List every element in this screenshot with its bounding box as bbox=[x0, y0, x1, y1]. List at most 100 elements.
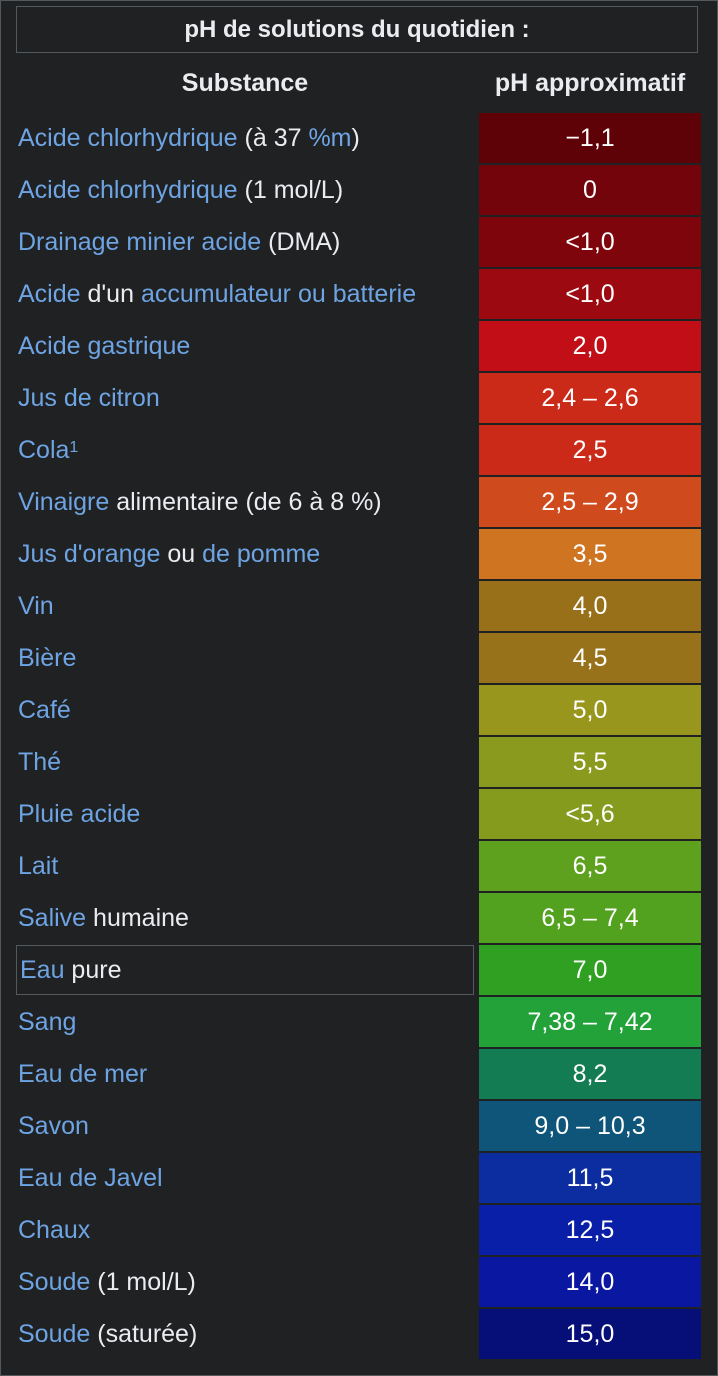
substance-cell: Acide chlorhydrique (à 37 %m) bbox=[16, 113, 474, 163]
substance-cell: Soude (saturée) bbox=[16, 1309, 474, 1359]
ph-value-cell: 2,0 bbox=[479, 321, 701, 371]
ph-value-cell: 5,0 bbox=[479, 685, 701, 735]
substance-link[interactable]: Sang bbox=[18, 1007, 77, 1036]
substance-link[interactable]: Salive bbox=[18, 903, 87, 932]
substance-link[interactable]: Acide gastrique bbox=[18, 331, 191, 360]
substance-text: (saturée) bbox=[90, 1319, 198, 1348]
substance-cell: Pluie acide bbox=[16, 789, 474, 839]
table-row: Eau pure 7,0 bbox=[1, 944, 718, 996]
table-row: Soude (saturée) 15,0 bbox=[1, 1308, 718, 1360]
table-row: Bière 4,5 bbox=[1, 632, 718, 684]
substance-cell: Acide d'un accumulateur ou batterie bbox=[16, 269, 474, 319]
substance-link[interactable]: Eau de Javel bbox=[18, 1163, 163, 1192]
table-row: Lait 6,5 bbox=[1, 840, 718, 892]
substance-link[interactable]: Soude bbox=[18, 1267, 91, 1296]
ph-value-cell: <5,6 bbox=[479, 789, 701, 839]
table-row: Eau de Javel 11,5 bbox=[1, 1152, 718, 1204]
substance-cell: Eau de mer bbox=[16, 1049, 474, 1099]
ph-value-cell: 2,5 – 2,9 bbox=[479, 477, 701, 527]
table-row: Vinaigre alimentaire (de 6 à 8 %) 2,5 – 2… bbox=[1, 476, 718, 528]
table-row: Acide chlorhydrique (1 mol/L) 0 bbox=[1, 164, 718, 216]
column-header-substance: Substance bbox=[181, 68, 309, 97]
table-row: Jus d'orange ou de pomme 3,5 bbox=[1, 528, 718, 580]
substance-link[interactable]: Vin bbox=[18, 591, 54, 620]
substance-link[interactable]: de pomme bbox=[202, 539, 321, 568]
table-row: Thé 5,5 bbox=[1, 736, 718, 788]
substance-text: pure bbox=[64, 955, 122, 984]
ph-value-cell: 12,5 bbox=[479, 1205, 701, 1255]
table-row: Café 5,0 bbox=[1, 684, 718, 736]
substance-link[interactable]: Acide chlorhydrique bbox=[18, 175, 238, 204]
substance-link[interactable]: Acide bbox=[18, 279, 81, 308]
substance-cell: Savon bbox=[16, 1101, 474, 1151]
substance-link[interactable]: Pluie acide bbox=[18, 799, 141, 828]
substance-cell: Jus de citron bbox=[16, 373, 474, 423]
ph-value-cell: 5,5 bbox=[479, 737, 701, 787]
substance-link[interactable]: Lait bbox=[18, 851, 59, 880]
ph-value-cell: 0 bbox=[479, 165, 701, 215]
column-header-ph: pH approximatif bbox=[494, 68, 686, 97]
ph-value-cell: 2,4 – 2,6 bbox=[479, 373, 701, 423]
table-row: Cola 1 2,5 bbox=[1, 424, 718, 476]
substance-cell: Café bbox=[16, 685, 474, 735]
table-row: Acide gastrique 2,0 bbox=[1, 320, 718, 372]
substance-link[interactable]: Savon bbox=[18, 1111, 89, 1140]
footnote-reference[interactable]: 1 bbox=[69, 439, 79, 456]
substance-cell: Drainage minier acide (DMA) bbox=[16, 217, 474, 267]
table-row: Vin 4,0 bbox=[1, 580, 718, 632]
ph-value-cell: 7,0 bbox=[479, 945, 701, 995]
substance-cell: Vinaigre alimentaire (de 6 à 8 %) bbox=[16, 477, 474, 527]
ph-value-cell: 6,5 bbox=[479, 841, 701, 891]
substance-text: (DMA) bbox=[261, 227, 341, 256]
table-row: Acide chlorhydrique (à 37 %m) −1,1 bbox=[1, 112, 718, 164]
table-row: Sang 7,38 – 7,42 bbox=[1, 996, 718, 1048]
ph-value-cell: 4,5 bbox=[479, 633, 701, 683]
substance-link[interactable]: Acide chlorhydrique bbox=[18, 123, 238, 152]
substance-cell: Vin bbox=[16, 581, 474, 631]
substance-cell: Acide chlorhydrique (1 mol/L) bbox=[16, 165, 474, 215]
substance-link[interactable]: Thé bbox=[18, 747, 62, 776]
substance-text: (1 mol/L) bbox=[90, 1267, 196, 1296]
substance-cell: Cola 1 bbox=[16, 425, 474, 475]
substance-link[interactable]: Eau de mer bbox=[18, 1059, 148, 1088]
substance-text: (1 mol/L) bbox=[237, 175, 344, 204]
substance-cell: Eau de Javel bbox=[16, 1153, 474, 1203]
substance-link[interactable]: Vinaigre bbox=[18, 487, 110, 516]
substance-link[interactable]: Soude bbox=[18, 1319, 91, 1348]
substance-cell: Thé bbox=[16, 737, 474, 787]
substance-link[interactable]: Eau bbox=[20, 955, 65, 984]
table-row: Jus de citron 2,4 – 2,6 bbox=[1, 372, 718, 424]
substance-text: (à 37 bbox=[237, 123, 309, 152]
table-row: Eau de mer 8,2 bbox=[1, 1048, 718, 1100]
substance-link[interactable]: Café bbox=[18, 695, 71, 724]
table-row: Acide d'un accumulateur ou batterie <1,0 bbox=[1, 268, 718, 320]
substance-link[interactable]: Chaux bbox=[18, 1215, 91, 1244]
substance-link[interactable]: %m bbox=[308, 123, 352, 152]
substance-link[interactable]: Bière bbox=[18, 643, 77, 672]
substance-text: d'un bbox=[80, 279, 141, 308]
substance-cell: Lait bbox=[16, 841, 474, 891]
table-body: Acide chlorhydrique (à 37 %m) −1,1 Acide c… bbox=[1, 112, 718, 1360]
ph-value-cell: 4,0 bbox=[479, 581, 701, 631]
table-row: Pluie acide <5,6 bbox=[1, 788, 718, 840]
substance-link[interactable]: Drainage minier acide bbox=[18, 227, 262, 256]
table-caption: pH de solutions du quotidien : bbox=[16, 6, 698, 53]
ph-value-cell: 3,5 bbox=[479, 529, 701, 579]
substance-text: ) bbox=[351, 123, 360, 152]
ph-value-cell: <1,0 bbox=[479, 269, 701, 319]
substance-link[interactable]: Cola bbox=[18, 435, 70, 464]
substance-cell: Eau pure bbox=[16, 945, 474, 995]
substance-cell: Sang bbox=[16, 997, 474, 1047]
ph-value-cell: 11,5 bbox=[479, 1153, 701, 1203]
substance-cell: Soude (1 mol/L) bbox=[16, 1257, 474, 1307]
table-row: Chaux 12,5 bbox=[1, 1204, 718, 1256]
ph-value-cell: <1,0 bbox=[479, 217, 701, 267]
ph-value-cell: 15,0 bbox=[479, 1309, 701, 1359]
substance-link[interactable]: accumulateur ou batterie bbox=[140, 279, 417, 308]
ph-value-cell: 14,0 bbox=[479, 1257, 701, 1307]
ph-value-cell: −1,1 bbox=[479, 113, 701, 163]
substance-link[interactable]: Jus d'orange bbox=[18, 539, 161, 568]
substance-link[interactable]: Jus de citron bbox=[18, 383, 160, 412]
substance-text: ou bbox=[160, 539, 203, 568]
